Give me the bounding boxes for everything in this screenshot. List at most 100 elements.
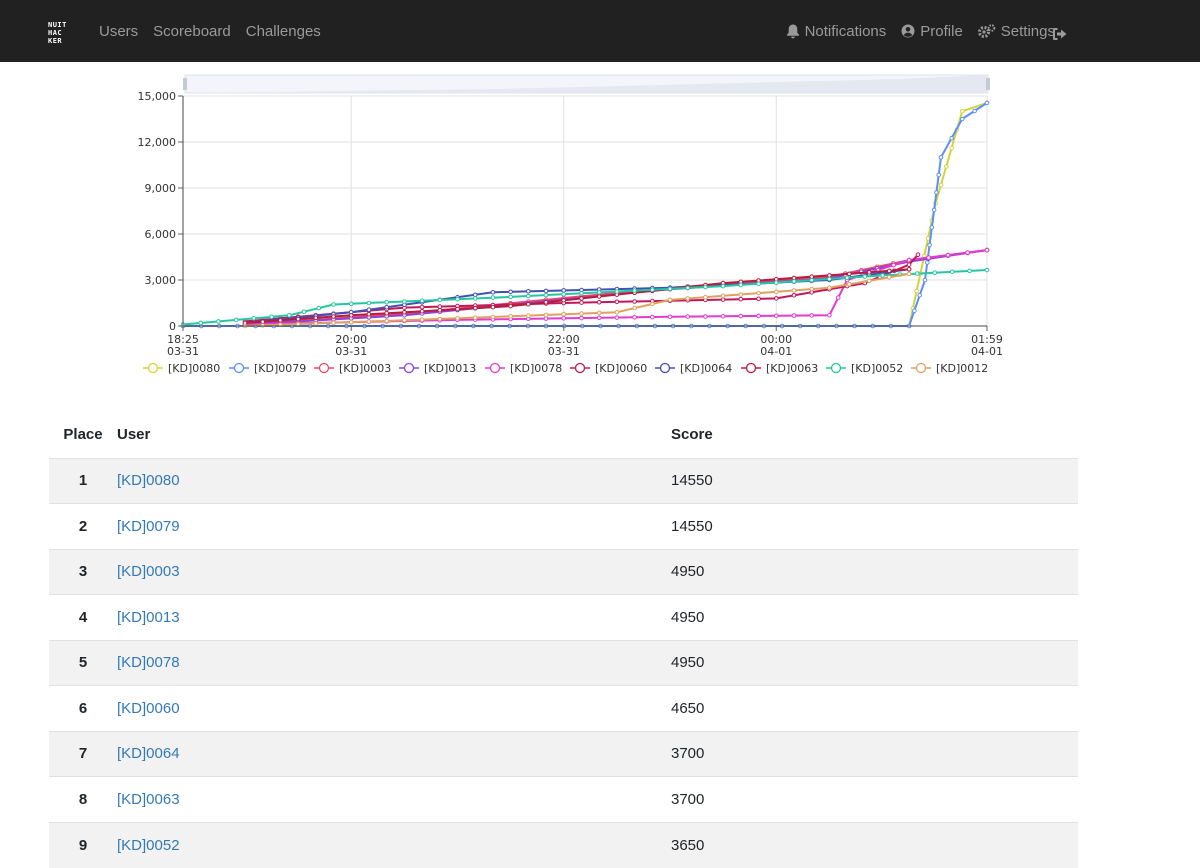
legend-item-[KD]0063[interactable]: [KD]0063 [741, 362, 818, 375]
x-tick-time-label: 20:00 [335, 333, 367, 346]
user-link[interactable]: [KD]0060 [117, 699, 180, 717]
series-point [233, 317, 239, 323]
series-point [932, 270, 938, 275]
zoom-handle-right[interactable] [986, 78, 990, 90]
legend-label: [KD]0060 [595, 362, 647, 375]
series-point [984, 267, 990, 273]
series-point [596, 290, 602, 295]
place-cell: 9 [49, 821, 117, 868]
series-point [927, 242, 932, 248]
series-point [402, 299, 407, 304]
series-point [260, 323, 266, 328]
user-link[interactable]: [KD]0063 [117, 790, 180, 808]
series-point [703, 284, 708, 290]
score-cell: 3650 [671, 821, 1078, 868]
legend-label: [KD]0003 [339, 362, 391, 375]
series-point [925, 260, 930, 265]
series-point [866, 278, 872, 284]
nav-challenges-link[interactable]: Challenges [245, 22, 321, 40]
series-point [437, 307, 443, 313]
table-header-row: Place User Score [49, 412, 1078, 459]
legend-item-[KD]0079[interactable]: [KD]0079 [229, 362, 306, 375]
series-point [945, 252, 951, 258]
series-point [827, 285, 832, 290]
legend-swatch-marker [659, 362, 671, 374]
user-link[interactable]: [KD]0080 [117, 472, 180, 490]
series-point [366, 319, 372, 324]
legend-swatch-marker [574, 362, 586, 374]
series-point [508, 294, 513, 300]
nav-settings-link[interactable]: Settings [977, 23, 1055, 40]
legend-item-[KD]0013[interactable]: [KD]0013 [399, 362, 476, 375]
series-point [348, 319, 354, 325]
place-cell: 1 [49, 457, 117, 504]
nav-users-link[interactable]: Users [99, 22, 139, 40]
user-link[interactable]: [KD]0003 [117, 563, 180, 581]
nav-notifications-link[interactable]: Notifications [786, 23, 886, 40]
zoom-handle-left[interactable] [183, 78, 187, 90]
x-tick-date-label: 03-31 [335, 345, 367, 358]
series-point [650, 287, 655, 292]
legend-item-[KD]0060[interactable]: [KD]0060 [570, 362, 647, 375]
series-point [251, 315, 257, 321]
user-link[interactable]: [KD]0079 [117, 517, 180, 535]
user-link[interactable]: [KD]0052 [117, 836, 180, 854]
series-point [632, 299, 637, 304]
legend-item-[KD]0003[interactable]: [KD]0003 [314, 362, 391, 375]
nav-profile-link[interactable]: Profile [901, 23, 963, 40]
place-cell: 3 [49, 548, 117, 595]
series-point [543, 312, 549, 318]
series-[KD]0063[interactable] [242, 266, 912, 326]
series-point [543, 288, 549, 294]
brand-line-2: HAC [48, 29, 63, 37]
series-point [526, 313, 531, 318]
series-point [632, 315, 637, 320]
series-point [791, 279, 797, 284]
series-point [614, 289, 620, 294]
table-row: 1 [KD]0080 14550 [49, 457, 1078, 504]
legend-swatch-marker [403, 362, 415, 374]
series-point [490, 314, 496, 320]
legend-item-[KD]0052[interactable]: [KD]0052 [826, 362, 903, 375]
logout-icon[interactable] [1052, 27, 1068, 41]
user-link[interactable]: [KD]0078 [117, 654, 180, 672]
series-point [561, 315, 567, 321]
brand-logo[interactable]: NUIT HAC KER [48, 21, 76, 49]
series-point [198, 320, 203, 326]
series-[KD]0012[interactable] [242, 271, 912, 329]
x-tick-date-label: 04-01 [760, 345, 792, 358]
user-circle-icon [901, 24, 915, 38]
place-cell: 2 [49, 503, 117, 549]
series-point [667, 286, 673, 292]
series-point [791, 313, 797, 318]
legend-item-[KD]0064[interactable]: [KD]0064 [655, 362, 732, 375]
series-point [685, 314, 691, 319]
user-link[interactable]: [KD]0013 [117, 608, 180, 626]
user-link[interactable]: [KD]0064 [117, 745, 180, 763]
series-[KD]0052[interactable] [180, 267, 990, 327]
series-point [959, 109, 965, 114]
legend-item-[KD]0078[interactable]: [KD]0078 [485, 362, 562, 375]
y-tick-label: 9,000 [145, 182, 177, 195]
series-point [959, 116, 965, 122]
chart-grid [182, 95, 988, 327]
zoom-slider[interactable] [183, 74, 990, 94]
series-point [827, 276, 832, 282]
series-point [938, 155, 944, 160]
series-point [419, 317, 425, 322]
series-point [402, 318, 407, 323]
series-point [936, 172, 942, 178]
legend-item-[KD]0080[interactable]: [KD]0080 [143, 362, 220, 375]
table-row: 3 [KD]0003 4950 [49, 548, 1078, 595]
brand-line-1: NUIT [48, 21, 67, 29]
series-point [561, 298, 567, 303]
series-layer [180, 100, 990, 329]
nav-scoreboard-link[interactable]: Scoreboard [153, 22, 231, 40]
series-point [891, 262, 896, 268]
legend-label: [KD]0079 [254, 362, 306, 375]
legend-item-[KD]0012[interactable]: [KD]0012 [911, 362, 988, 375]
series-point [295, 316, 301, 322]
y-tick-label: 15,000 [138, 90, 177, 103]
series-point [472, 305, 478, 311]
legend-label: [KD]0013 [424, 362, 476, 375]
